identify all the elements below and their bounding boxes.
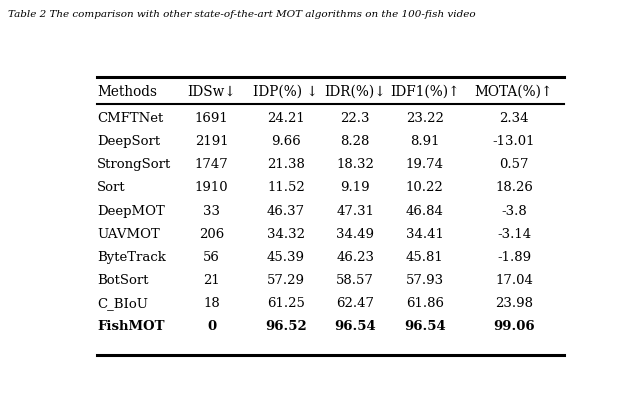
Text: 21: 21 xyxy=(203,274,220,287)
Text: Sort: Sort xyxy=(97,181,126,194)
Text: 18.32: 18.32 xyxy=(337,158,374,171)
Text: 58.57: 58.57 xyxy=(337,274,374,287)
Text: 19.74: 19.74 xyxy=(406,158,444,171)
Text: 34.49: 34.49 xyxy=(336,228,374,241)
Text: 8.91: 8.91 xyxy=(410,135,440,148)
Text: 9.66: 9.66 xyxy=(271,135,301,148)
Text: IDSw↓: IDSw↓ xyxy=(187,85,236,99)
Text: 61.25: 61.25 xyxy=(267,297,305,310)
Text: 45.81: 45.81 xyxy=(406,251,444,264)
Text: CMFTNet: CMFTNet xyxy=(97,112,164,125)
Text: 33: 33 xyxy=(203,205,220,217)
Text: 8.28: 8.28 xyxy=(340,135,370,148)
Text: 23.98: 23.98 xyxy=(495,297,533,310)
Text: 57.93: 57.93 xyxy=(406,274,444,287)
Text: 34.32: 34.32 xyxy=(267,228,305,241)
Text: 56: 56 xyxy=(203,251,220,264)
Text: IDP(%) ↓: IDP(%) ↓ xyxy=(253,85,318,99)
Text: 96.52: 96.52 xyxy=(265,320,307,333)
Text: MOTA(%)↑: MOTA(%)↑ xyxy=(475,85,553,99)
Text: IDR(%)↓: IDR(%)↓ xyxy=(324,85,386,99)
Text: 45.39: 45.39 xyxy=(267,251,305,264)
Text: C_BIoU: C_BIoU xyxy=(97,297,148,310)
Text: -3.14: -3.14 xyxy=(497,228,531,241)
Text: 9.19: 9.19 xyxy=(340,181,370,194)
Text: 1910: 1910 xyxy=(195,181,228,194)
Text: 62.47: 62.47 xyxy=(336,297,374,310)
Text: 34.41: 34.41 xyxy=(406,228,444,241)
Text: DeepSort: DeepSort xyxy=(97,135,161,148)
Text: ByteTrack: ByteTrack xyxy=(97,251,166,264)
Text: IDF1(%)↑: IDF1(%)↑ xyxy=(390,85,460,99)
Text: 46.37: 46.37 xyxy=(267,205,305,217)
Text: 11.52: 11.52 xyxy=(267,181,305,194)
Text: 18.26: 18.26 xyxy=(495,181,533,194)
Text: 57.29: 57.29 xyxy=(267,274,305,287)
Text: BotSort: BotSort xyxy=(97,274,149,287)
Text: 18: 18 xyxy=(203,297,220,310)
Text: 10.22: 10.22 xyxy=(406,181,444,194)
Text: -3.8: -3.8 xyxy=(501,205,527,217)
Text: 21.38: 21.38 xyxy=(267,158,305,171)
Text: 47.31: 47.31 xyxy=(336,205,374,217)
Text: 2.34: 2.34 xyxy=(499,112,529,125)
Text: 24.21: 24.21 xyxy=(267,112,305,125)
Text: 1691: 1691 xyxy=(195,112,228,125)
Text: 1747: 1747 xyxy=(195,158,228,171)
Text: 0.57: 0.57 xyxy=(499,158,529,171)
Text: -13.01: -13.01 xyxy=(493,135,535,148)
Text: Table 2 The comparison with other state-of-the-art MOT algorithms on the 100-fis: Table 2 The comparison with other state-… xyxy=(8,10,476,19)
Text: 23.22: 23.22 xyxy=(406,112,444,125)
Text: 61.86: 61.86 xyxy=(406,297,444,310)
Text: 22.3: 22.3 xyxy=(340,112,370,125)
Text: 17.04: 17.04 xyxy=(495,274,533,287)
Text: UAVMOT: UAVMOT xyxy=(97,228,160,241)
Text: 2191: 2191 xyxy=(195,135,228,148)
Text: 96.54: 96.54 xyxy=(404,320,445,333)
Text: 206: 206 xyxy=(199,228,224,241)
Text: StrongSort: StrongSort xyxy=(97,158,172,171)
Text: 0: 0 xyxy=(207,320,216,333)
Text: 46.23: 46.23 xyxy=(336,251,374,264)
Text: Methods: Methods xyxy=(97,85,157,99)
Text: 46.84: 46.84 xyxy=(406,205,444,217)
Text: 96.54: 96.54 xyxy=(335,320,376,333)
Text: -1.89: -1.89 xyxy=(497,251,531,264)
Text: FishMOT: FishMOT xyxy=(97,320,165,333)
Text: DeepMOT: DeepMOT xyxy=(97,205,165,217)
Text: 99.06: 99.06 xyxy=(493,320,535,333)
